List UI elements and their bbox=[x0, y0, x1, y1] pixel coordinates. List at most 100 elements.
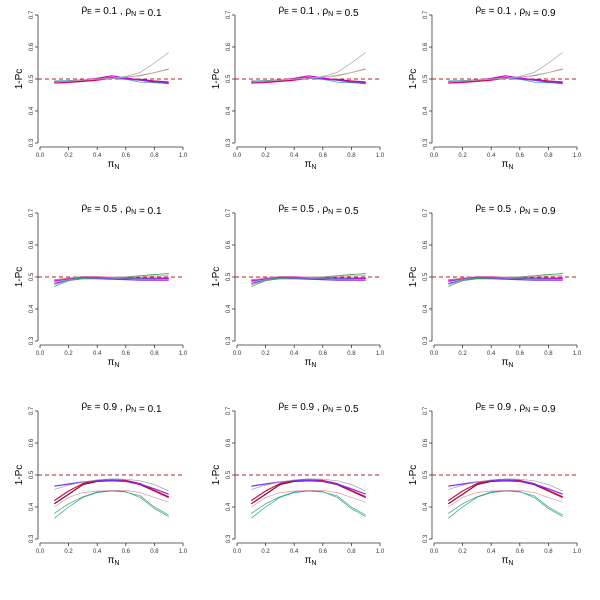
x-tick-label: 0.4 bbox=[290, 351, 299, 357]
x-tick-label: 0.4 bbox=[93, 549, 102, 555]
x-axis-label-main: π bbox=[108, 159, 115, 170]
panel-title: ρE = 0.9 , ρN = 0.1 bbox=[81, 400, 162, 415]
title-subscript: E bbox=[87, 207, 92, 214]
y-tick-label: 0.4 bbox=[29, 106, 35, 115]
series-line-teal bbox=[251, 490, 366, 519]
title-part: 0.1 bbox=[497, 6, 511, 17]
y-axis-label: 1-Pc bbox=[408, 465, 419, 486]
x-tick-label: 1.0 bbox=[573, 351, 582, 357]
x-axis-label-sub: N bbox=[114, 362, 119, 369]
y-tick-label: 0.5 bbox=[226, 470, 232, 479]
y-axis-label: 1-Pc bbox=[14, 267, 25, 288]
y-tick-label: 0.4 bbox=[423, 502, 429, 511]
series-line-purple bbox=[448, 479, 563, 495]
panel-title: ρE = 0.5 , ρN = 0.5 bbox=[278, 202, 359, 217]
panel-title: ρE = 0.1 , ρN = 0.1 bbox=[81, 4, 162, 19]
x-axis-label: πN bbox=[502, 159, 514, 171]
panel-title: ρE = 0.5 , ρN = 0.1 bbox=[81, 202, 162, 217]
series-line-gray bbox=[54, 478, 169, 492]
panel-5: ρE = 0.5 , ρN = 0.50.30.40.50.60.70.0 0.2… bbox=[211, 202, 385, 369]
x-tick-label: 0.4 bbox=[93, 351, 102, 357]
title-part: = bbox=[92, 6, 103, 17]
y-tick-label: 0.7 bbox=[29, 406, 35, 415]
title-subscript: N bbox=[525, 407, 530, 414]
y-tick-label: 0.4 bbox=[226, 502, 232, 511]
panel-title: ρE = 0.5 , ρN = 0.9 bbox=[475, 202, 556, 217]
x-tick-label: 1.0 bbox=[376, 351, 385, 357]
series-line-gray bbox=[251, 478, 366, 492]
title-part: 0.9 bbox=[497, 402, 511, 413]
title-part: 0.9 bbox=[542, 8, 556, 19]
x-axis-label: πN bbox=[108, 357, 120, 369]
y-tick-label: 0.6 bbox=[29, 240, 35, 249]
title-part: ρ bbox=[81, 202, 87, 213]
x-tick-label: 1.0 bbox=[179, 549, 188, 555]
title-part: 0.9 bbox=[542, 206, 556, 217]
series-line-green bbox=[251, 490, 366, 517]
y-tick-label: 0.5 bbox=[226, 74, 232, 83]
series-line-green bbox=[54, 68, 169, 82]
title-part: = bbox=[92, 402, 103, 413]
y-tick-label: 0.5 bbox=[29, 74, 35, 83]
y-tick-label: 0.4 bbox=[29, 304, 35, 313]
title-part: ρ bbox=[81, 400, 87, 411]
title-part: = bbox=[530, 8, 541, 19]
title-subscript: E bbox=[284, 405, 289, 412]
x-tick-label: 0.0 bbox=[430, 351, 439, 357]
series-line-teal bbox=[251, 277, 366, 283]
series-line-teal bbox=[54, 277, 169, 283]
series-line-pink bbox=[251, 69, 366, 83]
x-tick-label: 0.6 bbox=[122, 351, 131, 357]
x-axis-label: πN bbox=[502, 357, 514, 369]
title-part: 0.5 bbox=[497, 204, 511, 215]
x-tick-label: 0.2 bbox=[458, 549, 467, 555]
series-line-red bbox=[250, 479, 366, 502]
x-tick-label: 0.8 bbox=[347, 549, 356, 555]
title-part: ρ bbox=[322, 6, 328, 17]
title-part: 0.5 bbox=[345, 8, 359, 19]
title-part: = bbox=[530, 206, 541, 217]
title-part: = bbox=[333, 8, 344, 19]
series-line-green bbox=[251, 68, 366, 82]
series-line-green bbox=[54, 490, 169, 517]
x-tick-label: 0.8 bbox=[150, 351, 159, 357]
title-part: 0.1 bbox=[148, 206, 162, 217]
y-tick-label: 0.3 bbox=[226, 534, 232, 543]
x-tick-label: 1.0 bbox=[179, 351, 188, 357]
y-tick-label: 0.6 bbox=[226, 240, 232, 249]
y-tick-label: 0.3 bbox=[423, 336, 429, 345]
x-tick-label: 0.8 bbox=[150, 153, 159, 159]
x-tick-label: 0.6 bbox=[516, 549, 525, 555]
x-tick-label: 0.8 bbox=[347, 153, 356, 159]
x-axis-label-main: π bbox=[502, 357, 509, 368]
y-axis-label: 1-Pc bbox=[211, 267, 222, 288]
title-part: = bbox=[486, 204, 497, 215]
series-line-pink bbox=[54, 69, 169, 83]
title-subscript: E bbox=[481, 207, 486, 214]
x-tick-label: 0.4 bbox=[487, 351, 496, 357]
title-part: 0.1 bbox=[300, 6, 314, 17]
y-tick-label: 0.4 bbox=[29, 502, 35, 511]
panel-6: ρE = 0.5 , ρN = 0.90.30.40.50.60.70.0 0.2… bbox=[408, 202, 582, 369]
title-part: = bbox=[136, 8, 147, 19]
y-tick-label: 0.4 bbox=[423, 304, 429, 313]
y-tick-label: 0.6 bbox=[226, 42, 232, 51]
x-axis-label-sub: N bbox=[508, 164, 513, 171]
y-tick-label: 0.7 bbox=[226, 406, 232, 415]
x-tick-label: 0.4 bbox=[290, 549, 299, 555]
y-tick-label: 0.7 bbox=[226, 10, 232, 19]
x-axis-label-sub: N bbox=[311, 164, 316, 171]
x-tick-label: 0.8 bbox=[544, 351, 553, 357]
title-part: ρ bbox=[519, 204, 525, 215]
title-subscript: N bbox=[328, 209, 333, 216]
y-tick-label: 0.6 bbox=[423, 42, 429, 51]
x-axis-label-sub: N bbox=[508, 362, 513, 369]
title-part: = bbox=[289, 402, 300, 413]
x-tick-label: 0.6 bbox=[319, 153, 328, 159]
y-tick-label: 0.5 bbox=[423, 74, 429, 83]
y-tick-label: 0.5 bbox=[226, 272, 232, 281]
title-part: , bbox=[314, 204, 322, 215]
y-tick-label: 0.7 bbox=[423, 10, 429, 19]
x-axis-label: πN bbox=[305, 357, 317, 369]
title-part: 0.1 bbox=[148, 404, 162, 415]
